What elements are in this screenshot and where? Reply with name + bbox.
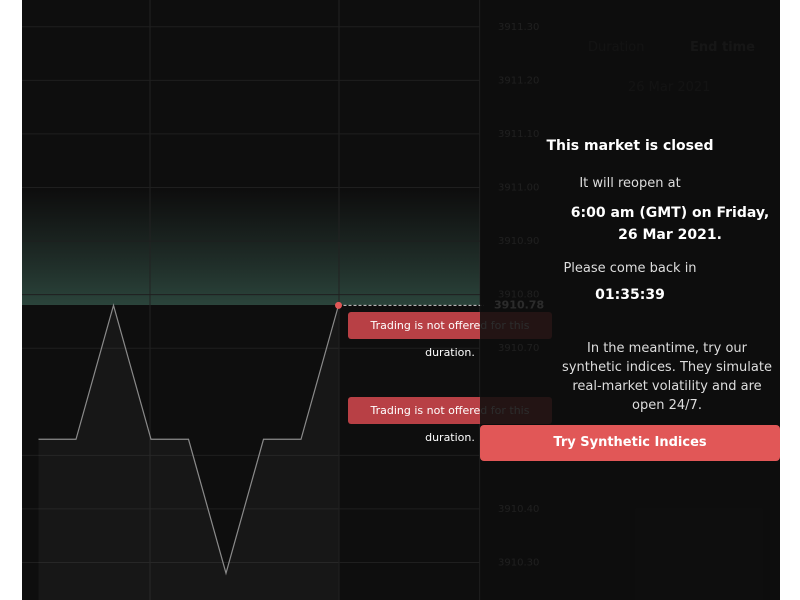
countdown: 01:35:39 [595,287,665,303]
reopen-label: It will reopen at [579,176,681,191]
barrier-zone [22,190,480,305]
synthetic-button[interactable]: Try Synthetic Indices [480,425,780,461]
market-closed-overlay: This market is closed It will reopen at … [480,0,780,600]
trading-app: 3911.303911.203911.103911.003910.903910.… [22,0,780,600]
price-line [38,303,340,576]
current-spot [335,301,342,309]
closed-title: This market is closed [546,138,714,154]
line-area [38,305,339,600]
reopen-time: 6:00 am (GMT) on Friday, 26 Mar 2021. [570,205,770,243]
countdown-label: Please come back in [563,261,697,276]
message: In the meantime, try our synthetic indic… [562,341,772,413]
